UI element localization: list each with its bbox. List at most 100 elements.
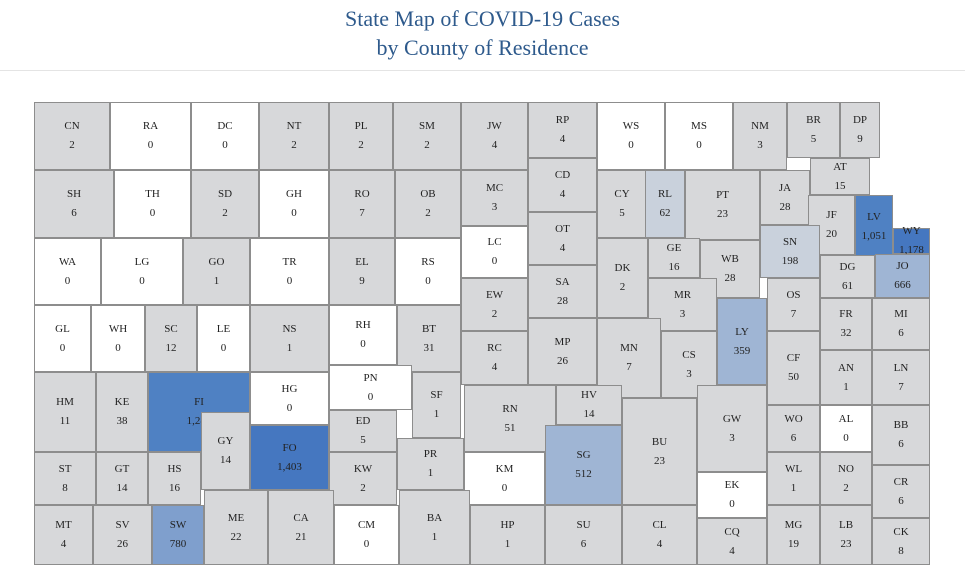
county-cf[interactable]: CF 50 (767, 331, 820, 405)
county-ro[interactable]: RO 7 (329, 170, 395, 238)
county-no[interactable]: NO 2 (820, 452, 872, 505)
county-sh[interactable]: SH 6 (34, 170, 114, 238)
county-lv[interactable]: LV 1,051 (855, 195, 893, 258)
county-dp[interactable]: DP 9 (840, 102, 880, 158)
county-cn[interactable]: CN 2 (34, 102, 110, 170)
county-mg[interactable]: MG 19 (767, 505, 820, 565)
county-jo[interactable]: JO 666 (875, 254, 930, 298)
county-ms[interactable]: MS 0 (665, 102, 733, 170)
county-mi[interactable]: MI 6 (872, 298, 930, 350)
county-ew[interactable]: EW 2 (461, 278, 528, 331)
county-ln[interactable]: LN 7 (872, 350, 930, 405)
county-dk[interactable]: DK 2 (597, 238, 648, 318)
county-ba[interactable]: BA 1 (399, 490, 470, 565)
county-al[interactable]: AL 0 (820, 405, 872, 452)
county-pr[interactable]: PR 1 (397, 438, 464, 490)
county-gw[interactable]: GW 3 (697, 385, 767, 472)
county-hp[interactable]: HP 1 (470, 505, 545, 565)
county-sa[interactable]: SA 28 (528, 265, 597, 318)
county-km[interactable]: KM 0 (464, 452, 545, 505)
county-rh[interactable]: RH 0 (329, 305, 397, 365)
county-wa[interactable]: WA 0 (34, 238, 101, 305)
county-gt[interactable]: GT 14 (96, 452, 148, 505)
county-wl[interactable]: WL 1 (767, 452, 820, 505)
county-wo[interactable]: WO 6 (767, 405, 820, 452)
county-th[interactable]: TH 0 (114, 170, 191, 238)
county-rp[interactable]: RP 4 (528, 102, 597, 158)
county-sw[interactable]: SW 780 (152, 505, 204, 565)
county-gh[interactable]: GH 0 (259, 170, 329, 238)
county-wy[interactable]: WY 1,178 (893, 225, 930, 256)
county-bt[interactable]: BT 31 (397, 305, 461, 372)
county-fo[interactable]: FO 1,403 (250, 425, 329, 490)
county-ob[interactable]: OB 2 (395, 170, 461, 238)
county-pl[interactable]: PL 2 (329, 102, 393, 170)
county-kw[interactable]: KW 2 (329, 452, 397, 505)
county-me[interactable]: ME 22 (204, 490, 268, 565)
county-tr[interactable]: TR 0 (250, 238, 329, 305)
county-ly[interactable]: LY 359 (717, 298, 767, 385)
county-lc[interactable]: LC 0 (461, 226, 528, 278)
county-an[interactable]: AN 1 (820, 350, 872, 405)
county-bu[interactable]: BU 23 (622, 398, 697, 505)
county-ot[interactable]: OT 4 (528, 212, 597, 265)
county-cl[interactable]: CL 4 (622, 505, 697, 565)
county-sf[interactable]: SF 1 (412, 372, 461, 438)
county-cm[interactable]: CM 0 (334, 505, 399, 565)
county-hs[interactable]: HS 16 (148, 452, 201, 505)
county-mt[interactable]: MT 4 (34, 505, 93, 565)
county-rc[interactable]: RC 4 (461, 331, 528, 385)
county-su[interactable]: SU 6 (545, 505, 622, 565)
county-ek[interactable]: EK 0 (697, 472, 767, 518)
county-rl[interactable]: RL 62 (645, 170, 685, 238)
county-el[interactable]: EL 9 (329, 238, 395, 305)
county-sn[interactable]: SN 198 (760, 225, 820, 278)
county-ns[interactable]: NS 1 (250, 305, 329, 372)
county-pt[interactable]: PT 23 (685, 170, 760, 240)
county-le[interactable]: LE 0 (197, 305, 250, 372)
county-hm[interactable]: HM 11 (34, 372, 96, 452)
county-sd[interactable]: SD 2 (191, 170, 259, 238)
county-ra[interactable]: RA 0 (110, 102, 191, 170)
county-sg[interactable]: SG 512 (545, 425, 622, 505)
county-cy[interactable]: CY 5 (597, 170, 647, 238)
county-lb[interactable]: LB 23 (820, 505, 872, 565)
county-sc[interactable]: SC 12 (145, 305, 197, 372)
county-cq[interactable]: CQ 4 (697, 518, 767, 565)
county-rs[interactable]: RS 0 (395, 238, 461, 305)
county-st[interactable]: ST 8 (34, 452, 96, 505)
county-sv[interactable]: SV 26 (93, 505, 152, 565)
county-wh[interactable]: WH 0 (91, 305, 145, 372)
county-bb[interactable]: BB 6 (872, 405, 930, 465)
county-mn[interactable]: MN 7 (597, 318, 661, 398)
county-nm[interactable]: NM 3 (733, 102, 787, 170)
county-fr[interactable]: FR 32 (820, 298, 872, 350)
county-br[interactable]: BR 5 (787, 102, 840, 158)
county-ca[interactable]: CA 21 (268, 490, 334, 565)
county-ws[interactable]: WS 0 (597, 102, 665, 170)
county-ja[interactable]: JA 28 (760, 170, 810, 225)
county-hg[interactable]: HG 0 (250, 372, 329, 425)
county-gy[interactable]: GY 14 (201, 412, 250, 490)
county-rn[interactable]: RN 51 (464, 385, 556, 452)
county-hv[interactable]: HV 14 (556, 385, 622, 425)
county-lg[interactable]: LG 0 (101, 238, 183, 305)
county-os[interactable]: OS 7 (767, 278, 820, 331)
county-ge[interactable]: GE 16 (648, 238, 700, 278)
county-ke[interactable]: KE 38 (96, 372, 148, 452)
county-dg[interactable]: DG 61 (820, 255, 875, 298)
county-ck[interactable]: CK 8 (872, 518, 930, 565)
county-cr[interactable]: CR 6 (872, 465, 930, 518)
county-pn[interactable]: PN 0 (329, 365, 412, 410)
county-jw[interactable]: JW 4 (461, 102, 528, 170)
county-dc[interactable]: DC 0 (191, 102, 259, 170)
county-gl[interactable]: GL 0 (34, 305, 91, 372)
county-at[interactable]: AT 15 (810, 158, 870, 195)
county-cd[interactable]: CD 4 (528, 158, 597, 212)
county-nt[interactable]: NT 2 (259, 102, 329, 170)
county-go[interactable]: GO 1 (183, 238, 250, 305)
county-sm[interactable]: SM 2 (393, 102, 461, 170)
county-mc[interactable]: MC 3 (461, 170, 528, 226)
county-ed[interactable]: ED 5 (329, 410, 397, 452)
county-mp[interactable]: MP 26 (528, 318, 597, 385)
